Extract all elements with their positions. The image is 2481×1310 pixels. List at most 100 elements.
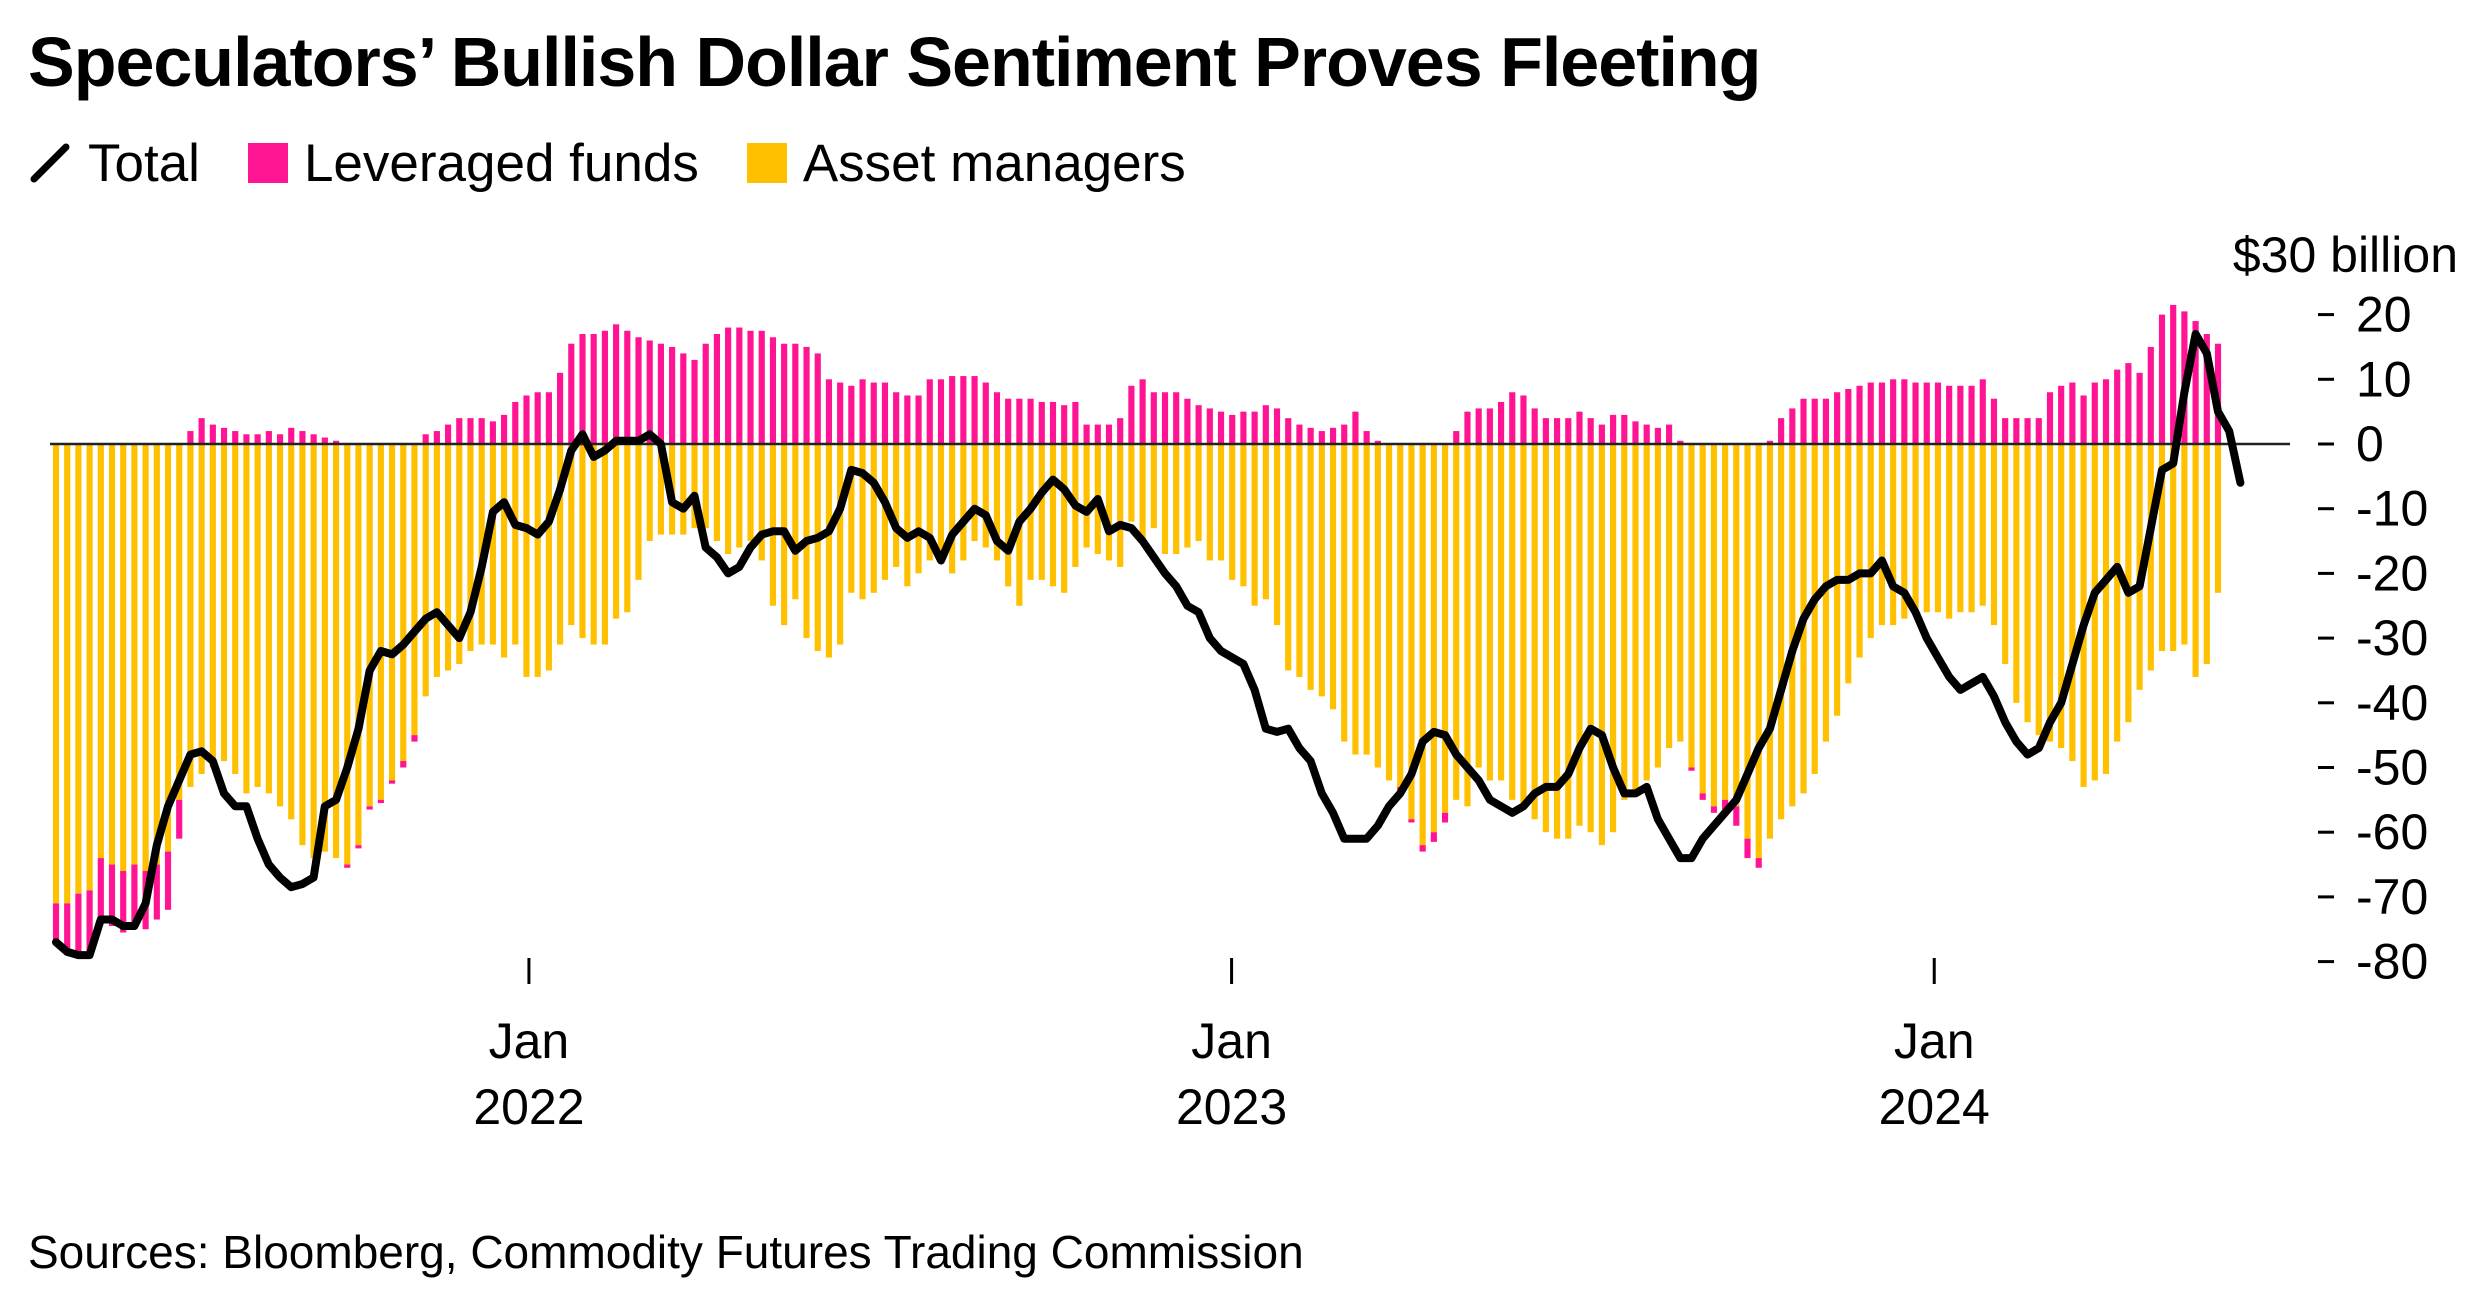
bar-leveraged-funds — [444, 424, 452, 444]
bar-leveraged-funds — [1464, 411, 1471, 444]
bar-leveraged-funds — [825, 379, 833, 444]
bar-asset-managers — [1049, 444, 1057, 587]
bar-asset-managers — [848, 444, 855, 593]
bar-leveraged-funds — [1520, 395, 1527, 444]
bar-leveraged-funds — [1173, 392, 1180, 444]
bar-leveraged-funds — [2002, 418, 2009, 444]
bar-leveraged-funds — [220, 427, 228, 444]
bar-leveraged-funds — [1845, 389, 1852, 444]
y-tick-label: -10 — [2356, 481, 2428, 537]
bar-asset-managers — [915, 444, 922, 574]
bar-leveraged-funds — [1946, 385, 1953, 444]
chart-title: Speculators’ Bullish Dollar Sentiment Pr… — [28, 23, 1761, 101]
bar-leveraged-funds — [702, 343, 709, 444]
bar-leveraged-funds — [299, 431, 306, 444]
bar-asset-managers — [355, 444, 362, 846]
bar-asset-managers — [1733, 444, 1740, 807]
bar-leveraged-funds — [646, 340, 653, 444]
bar-asset-managers — [97, 444, 104, 859]
bar-leveraged-funds — [982, 382, 989, 444]
bar-asset-managers — [1352, 444, 1359, 755]
bar-asset-managers — [2069, 444, 2076, 762]
bar-asset-managers — [1128, 444, 1135, 522]
bar-leveraged-funds — [1296, 424, 1303, 444]
y-tick-label: 10 — [2356, 351, 2412, 407]
bar-asset-managers — [220, 444, 228, 762]
bar-asset-managers — [1688, 444, 1695, 768]
bar-asset-managers — [949, 444, 956, 574]
bar-asset-managers — [1856, 444, 1863, 658]
bar-leveraged-funds — [388, 780, 396, 784]
bar-asset-managers — [2013, 444, 2020, 703]
bar-leveraged-funds — [164, 851, 172, 910]
bar-leveraged-funds — [949, 376, 956, 444]
bar-asset-managers — [1901, 444, 1908, 619]
bar-asset-managers — [758, 444, 765, 561]
bar-leveraged-funds — [1038, 401, 1045, 444]
bar-asset-managers — [276, 444, 284, 807]
bar-asset-managers — [2192, 444, 2199, 677]
y-tick-label: 0 — [2356, 416, 2384, 472]
bar-leveraged-funds — [1565, 418, 1572, 444]
bar-leveraged-funds — [1441, 812, 1449, 823]
bar-leveraged-funds — [1553, 418, 1561, 444]
bar-leveraged-funds — [344, 864, 351, 868]
bar-leveraged-funds — [1363, 431, 1370, 444]
bar-asset-managers — [2203, 444, 2210, 664]
bar-asset-managers — [893, 444, 900, 567]
bar-asset-managers — [1240, 444, 1247, 587]
bar-leveraged-funds — [64, 903, 71, 956]
bar-asset-managers — [512, 444, 519, 645]
bar-asset-managers — [388, 444, 396, 781]
bar-asset-managers — [52, 444, 60, 904]
bar-asset-managers — [344, 444, 351, 865]
source-note: Sources: Bloomberg, Commodity Futures Tr… — [28, 1226, 1304, 1278]
bar-asset-managers — [1789, 444, 1796, 807]
bar-asset-managers — [1184, 444, 1191, 548]
bar-leveraged-funds — [2013, 418, 2020, 444]
bar-leveraged-funds — [1744, 838, 1751, 859]
bar-leveraged-funds — [960, 376, 967, 444]
bar-asset-managers — [713, 444, 721, 542]
bar-leveraged-funds — [153, 864, 160, 920]
bar-leveraged-funds — [814, 353, 821, 444]
y-axis-unit-label: $30 billion — [2233, 227, 2458, 283]
bar-asset-managers — [545, 444, 552, 671]
bar-leveraged-funds — [2136, 372, 2143, 444]
x-tick-label-year: 2022 — [473, 1079, 584, 1135]
bar-leveraged-funds — [1128, 385, 1135, 444]
bar-leveraged-funds — [1184, 398, 1191, 444]
bar-leveraged-funds — [893, 392, 900, 444]
bar-asset-managers — [198, 444, 205, 774]
bar-asset-managers — [254, 444, 261, 787]
legend-item-asset-managers: Asset managers — [746, 133, 1186, 194]
x-tick-label-month: Jan — [1191, 1013, 1272, 1069]
bar-asset-managers — [1722, 444, 1729, 800]
bar-leveraged-funds — [1878, 382, 1886, 444]
bar-asset-managers — [1329, 444, 1337, 710]
bar-asset-managers — [982, 444, 989, 548]
bar-leveraged-funds — [2158, 314, 2166, 444]
bar-leveraged-funds — [456, 418, 463, 444]
bar-leveraged-funds — [2125, 363, 2132, 444]
bar-asset-managers — [1822, 444, 1830, 742]
bar-asset-managers — [400, 444, 407, 762]
bar-leveraged-funds — [1923, 382, 1930, 444]
x-tick-label-month: Jan — [1894, 1013, 1975, 1069]
bar-leveraged-funds — [523, 395, 530, 444]
bar-asset-managers — [1273, 444, 1281, 626]
bar-asset-managers — [478, 444, 485, 645]
y-tick-label: -60 — [2356, 804, 2428, 860]
bar-asset-managers — [1262, 444, 1269, 600]
x-tick-label-year: 2023 — [1176, 1079, 1287, 1135]
bar-asset-managers — [1766, 444, 1773, 839]
bar-asset-managers — [523, 444, 530, 677]
bar-asset-managers — [1923, 444, 1930, 613]
y-tick-label: -80 — [2356, 934, 2428, 990]
bar-leveraged-funds — [1117, 418, 1124, 444]
bar-asset-managers — [1666, 444, 1673, 749]
bar-asset-managers — [1520, 444, 1527, 807]
bar-asset-managers — [859, 444, 866, 600]
bar-asset-managers — [657, 444, 664, 535]
